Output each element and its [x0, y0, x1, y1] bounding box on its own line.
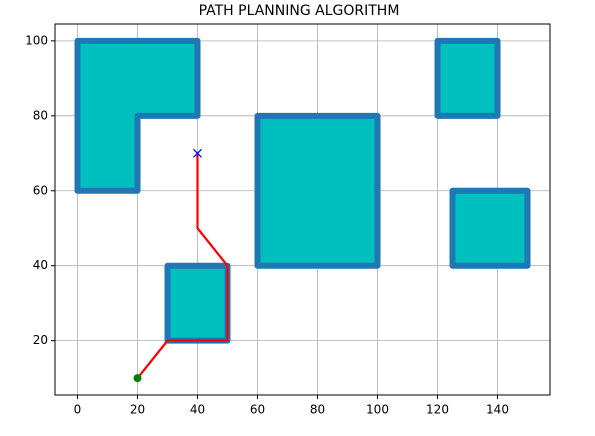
x-tick-label: 80 — [310, 403, 325, 417]
x-tick-label: 40 — [190, 403, 205, 417]
x-tick-label: 60 — [250, 403, 265, 417]
x-tick-label: 0 — [74, 403, 82, 417]
start-point — [133, 374, 142, 383]
obstacle — [74, 37, 201, 194]
x-tick-label: 140 — [486, 403, 509, 417]
obstacle — [254, 112, 381, 269]
y-tick-label: 80 — [33, 108, 48, 122]
y-tick-label: 60 — [33, 183, 48, 197]
obstacle — [434, 37, 501, 119]
goal-point — [193, 148, 202, 158]
x-tick-label: 20 — [130, 403, 145, 417]
y-tick-label: 40 — [33, 258, 48, 272]
obstacle — [449, 187, 531, 269]
y-tick-label: 100 — [25, 33, 48, 47]
x-tick-label: 120 — [426, 403, 449, 417]
planned-path — [136, 153, 229, 379]
y-tick-label: 20 — [33, 333, 48, 347]
plot-frame — [54, 23, 551, 396]
x-tick-label: 100 — [366, 403, 389, 417]
chart-title: PATH PLANNING ALGORITHM — [199, 3, 400, 19]
obstacle — [164, 262, 231, 344]
